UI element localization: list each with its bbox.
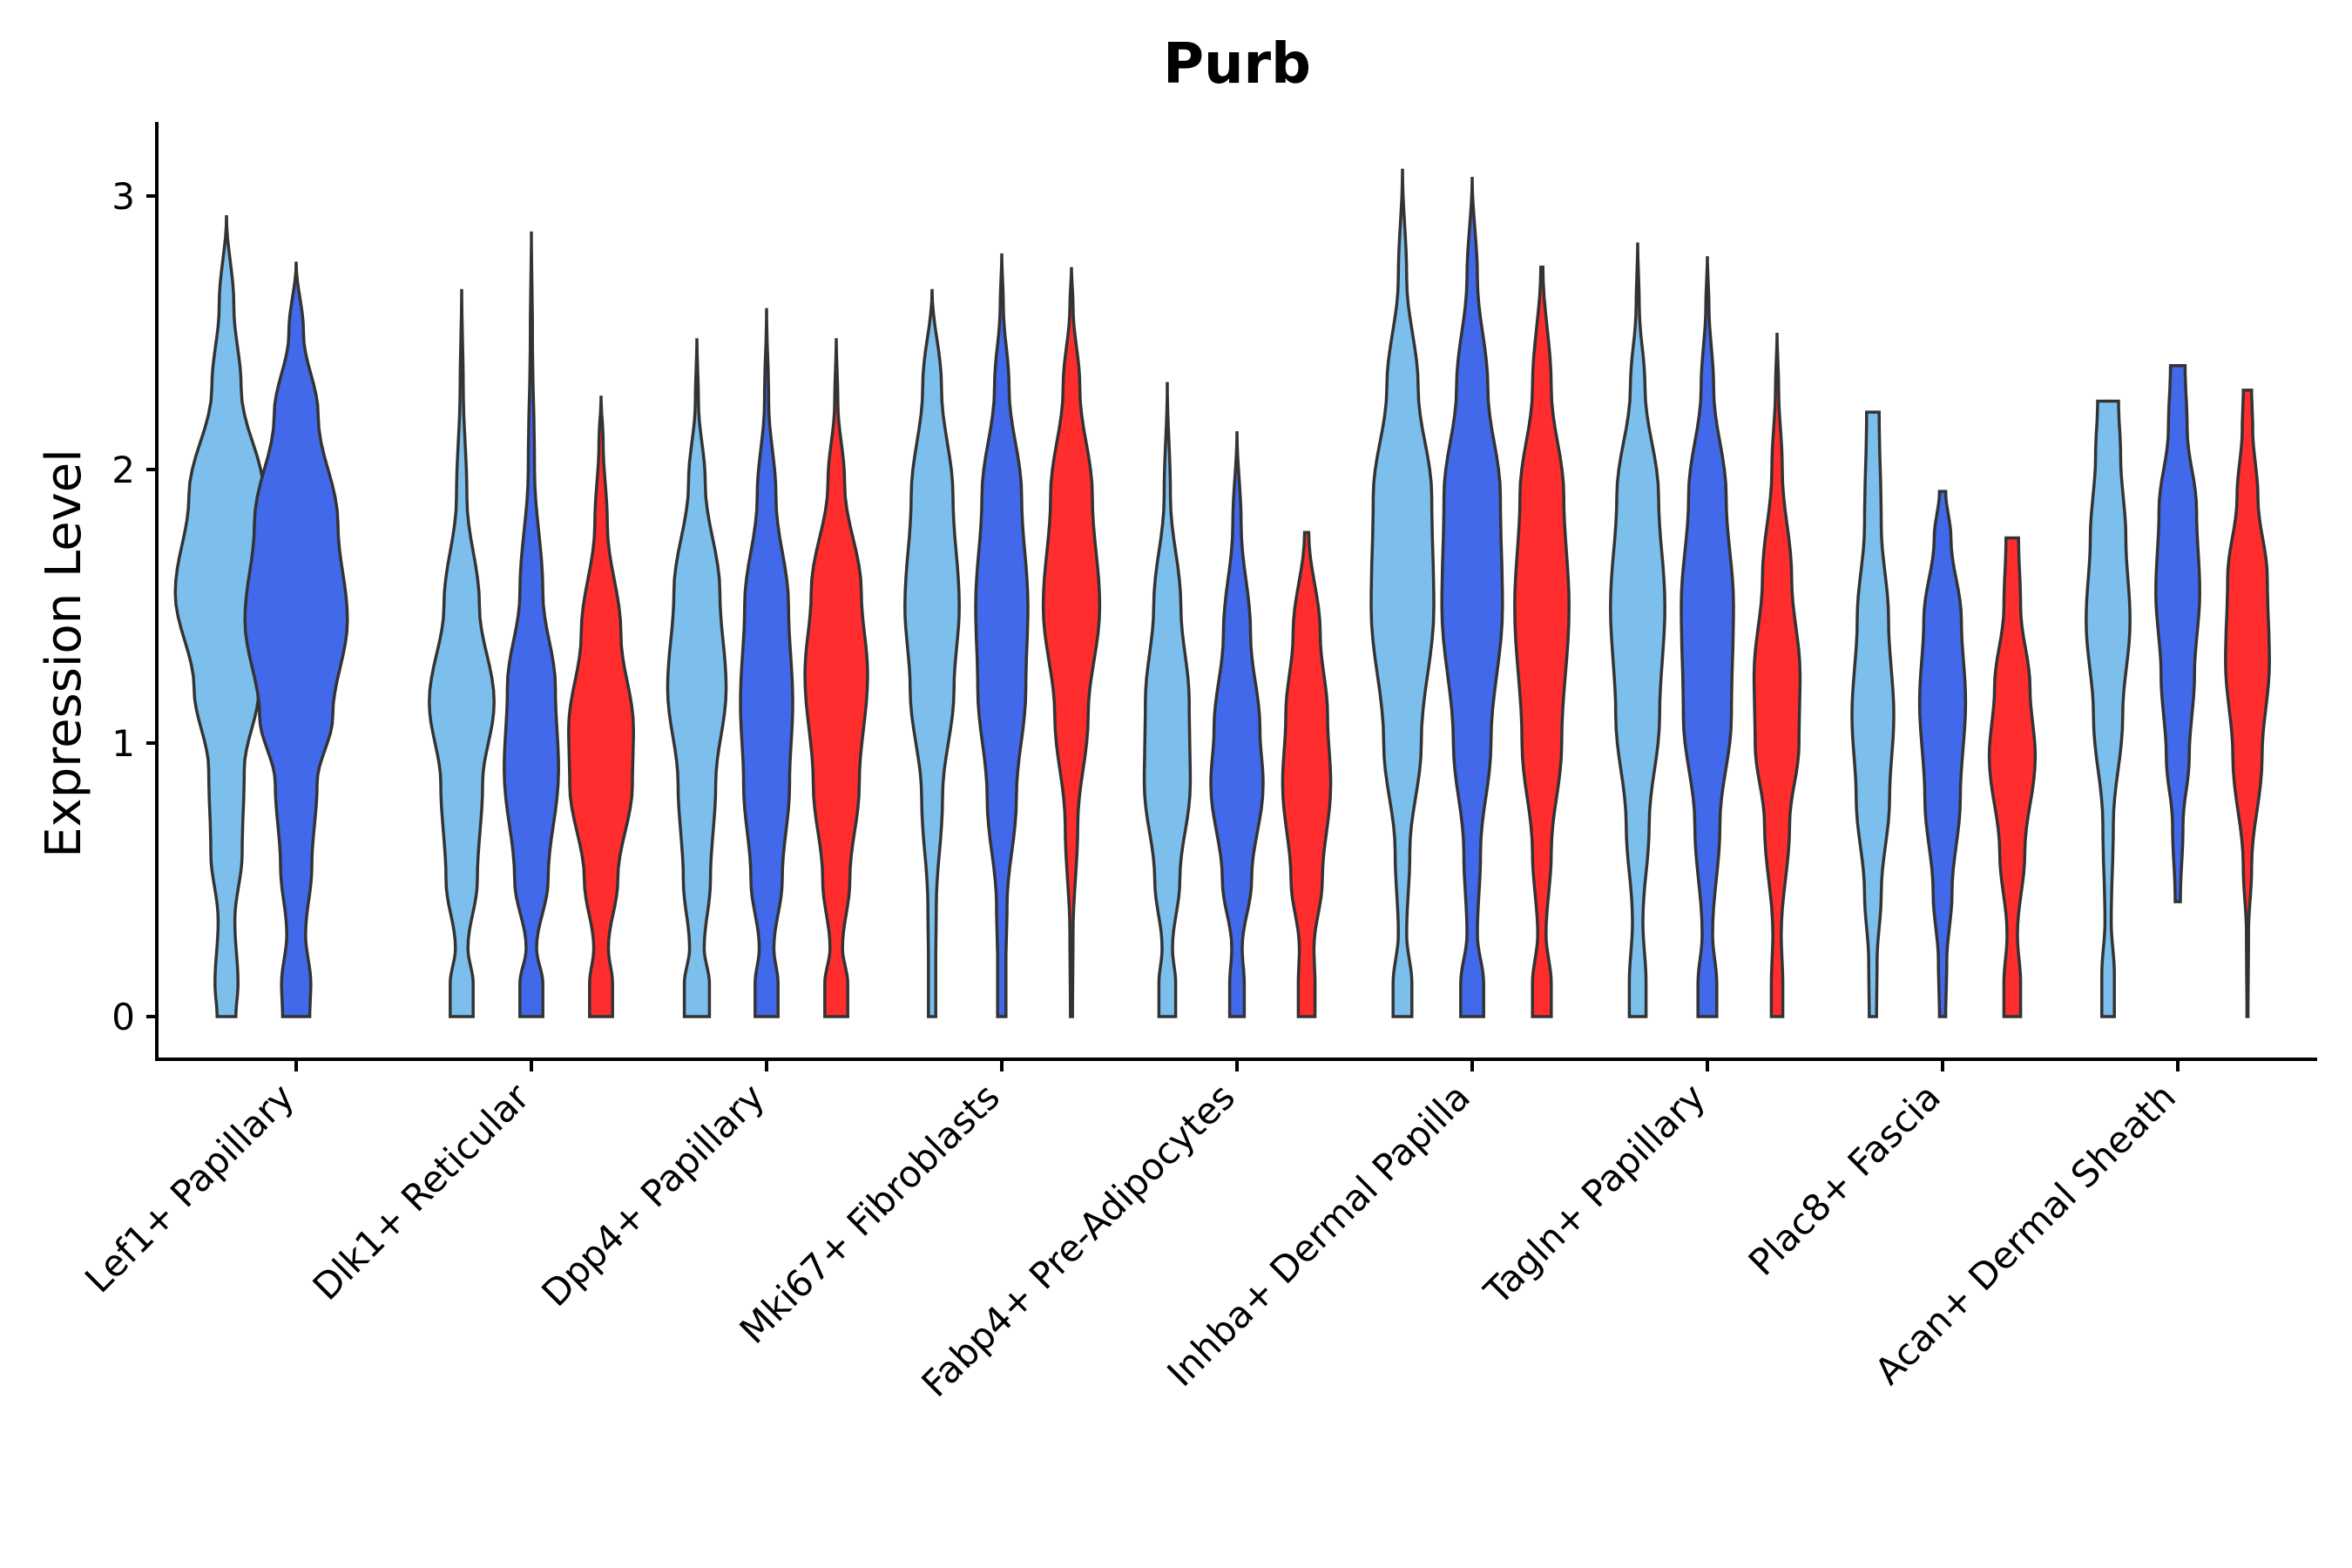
- violin-plac8-fascia-g1: [1850, 410, 1896, 1018]
- violin-dlk1-reticular-g3: [567, 395, 635, 1018]
- violin-fabp4-pre-adipocytes-g1: [1142, 382, 1193, 1018]
- violin-inhba-dermal-papilla-g1: [1369, 168, 1436, 1018]
- violin-dpp4-papillary-g1: [666, 338, 728, 1018]
- violin-acan-dermal-sheath-g3: [2224, 389, 2271, 1018]
- violin-mki67-fibroblasts-g3: [1041, 267, 1102, 1018]
- violin-inhba-dermal-papilla-g3: [1513, 265, 1571, 1018]
- violin-dpp4-papillary-g2: [739, 308, 794, 1018]
- x-tick-label: Plac8+ Fascia: [1740, 1075, 1949, 1283]
- violin-mki67-fibroblasts-g2: [974, 253, 1030, 1018]
- violin-dlk1-reticular-g1: [428, 288, 496, 1018]
- y-tick-label: 3: [112, 175, 135, 218]
- y-tick-label: 1: [112, 722, 135, 765]
- violin-lef1-papillary-g1: [173, 214, 280, 1018]
- violin-acan-dermal-sheath-g1: [2085, 399, 2132, 1018]
- violin-plac8-fascia-g2: [1917, 490, 1968, 1018]
- y-tick-label: 2: [112, 449, 135, 491]
- violin-fabp4-pre-adipocytes-g2: [1209, 430, 1265, 1018]
- x-tick-label: Dpp4+ Papillary: [533, 1075, 773, 1315]
- violin-dpp4-papillary-g3: [803, 338, 869, 1018]
- violin-fabp4-pre-adipocytes-g3: [1281, 531, 1333, 1018]
- violin-dlk1-reticular-g2: [503, 231, 560, 1018]
- violin-tagln-papillary-g2: [1680, 256, 1735, 1018]
- y-tick-label: 0: [112, 996, 135, 1038]
- violin-acan-dermal-sheath-g2: [2154, 363, 2201, 903]
- x-tick-label: Dlk1+ Reticular: [305, 1075, 538, 1308]
- violin-tagln-papillary-g3: [1752, 332, 1802, 1018]
- violin-inhba-dermal-papilla-g2: [1440, 176, 1504, 1018]
- violin-lef1-papillary-g2: [243, 261, 349, 1018]
- violin-mki67-fibroblasts-g1: [903, 288, 961, 1018]
- x-tick-label: Lef1+ Papillary: [77, 1075, 302, 1301]
- y-ticks: 0 1 2 3: [112, 175, 157, 1038]
- violin-tagln-papillary-g1: [1609, 242, 1666, 1018]
- violin-plac8-fascia-g3: [1987, 536, 2038, 1018]
- violins-layer: [173, 168, 2271, 1018]
- x-tick-label: Mki67+ Fibroblasts: [732, 1075, 1008, 1351]
- y-axis-label: Expression Level: [36, 449, 92, 858]
- x-tick-label: Tagln+ Papillary: [1476, 1075, 1713, 1313]
- chart-title: Purb: [1163, 32, 1311, 97]
